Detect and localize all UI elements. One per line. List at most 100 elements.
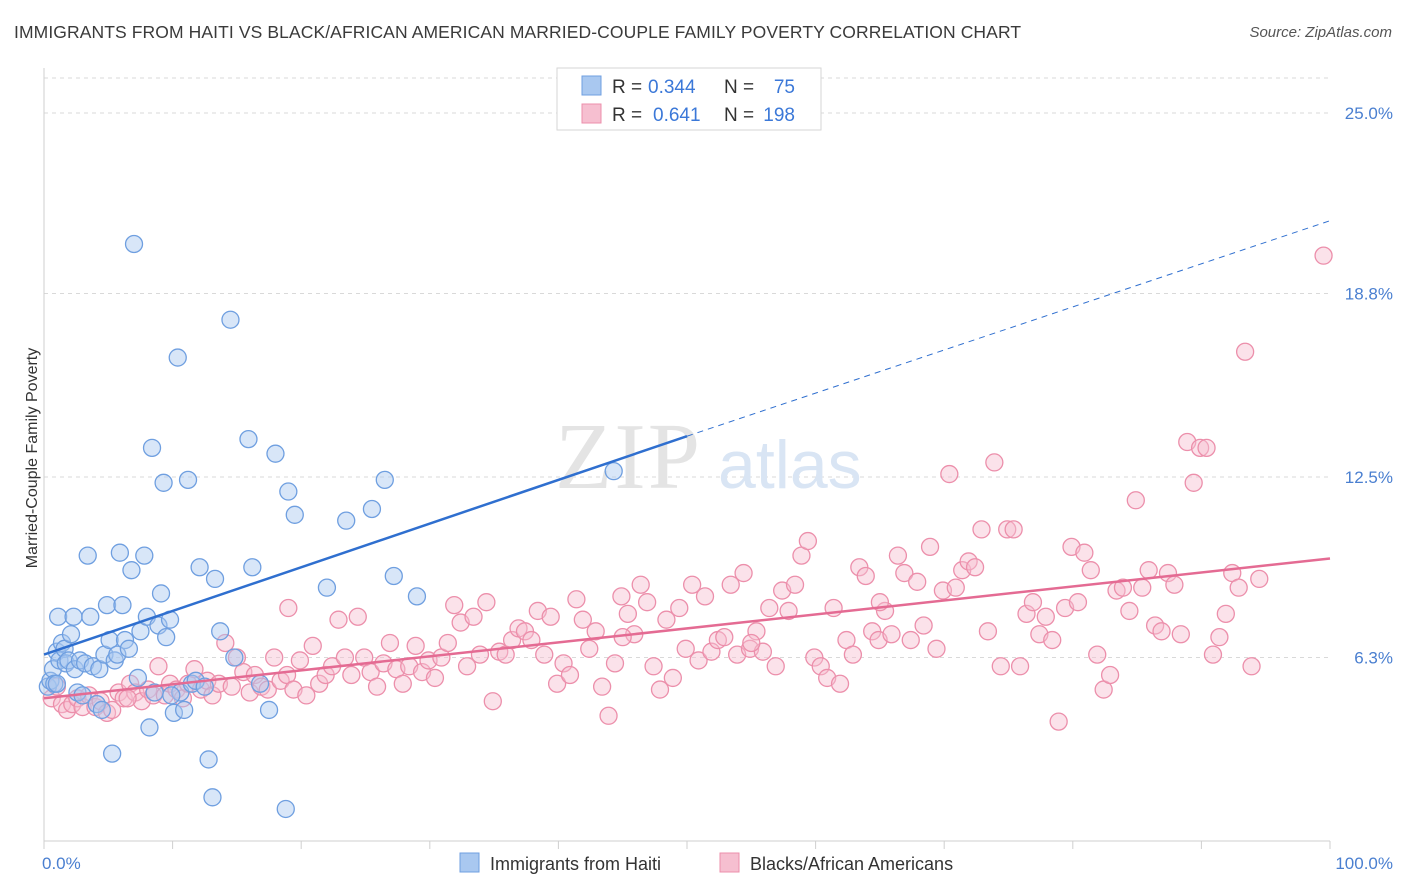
blacks-point-126 (830, 674, 850, 693)
legend-swatch-blue (581, 75, 602, 96)
haiti-point-19 (81, 607, 100, 626)
blacks-point-3 (57, 700, 77, 720)
blacks-point-92 (612, 587, 631, 606)
haiti-point-72 (337, 511, 356, 530)
blacks-point-104 (689, 651, 708, 670)
x-tick-min: 0.0% (42, 854, 81, 873)
blacks-point-90 (599, 706, 618, 725)
blacks-point-65 (438, 633, 457, 653)
blacks-point-189 (1235, 342, 1255, 361)
blacks-point-118 (779, 601, 798, 621)
haiti-point-51 (175, 700, 194, 720)
haiti-point-67 (266, 444, 285, 463)
blacks-point-108 (715, 627, 734, 647)
axes (43, 68, 1331, 849)
legend-r-value-2: 0.641 (653, 105, 701, 126)
blacks-point-193 (118, 689, 137, 708)
blacks-point-194 (279, 598, 298, 618)
blacks-point-168 (1100, 665, 1120, 685)
blacks-point-30 (216, 633, 235, 653)
blacks-point-181 (1184, 473, 1203, 492)
legend-top: R = 0.344 N = 75 R = 0.641 N = 198 (556, 67, 822, 131)
blacks-point-188 (1229, 578, 1248, 597)
chart-source: Source: ZipAtlas.com (1249, 24, 1392, 41)
blacks-point-95 (631, 575, 650, 594)
blacks-point-89 (592, 677, 612, 696)
blacks-point-123 (811, 657, 830, 676)
haiti-point-77 (604, 461, 623, 481)
blacks-point-43 (297, 686, 316, 705)
haiti-point-44 (151, 584, 171, 603)
blacks-point-101 (670, 598, 689, 618)
blacks-point-69 (464, 607, 483, 626)
blacks-point-150 (985, 453, 1004, 472)
haiti-point-65 (250, 674, 270, 693)
haiti-point-68 (279, 482, 298, 501)
blacks-point-166 (1088, 645, 1107, 664)
blacks-point-140 (920, 537, 940, 557)
blacks-point-143 (940, 464, 959, 484)
haiti-point-57 (199, 750, 218, 769)
blacks-point-153 (1004, 520, 1023, 539)
blacks-point-109 (721, 575, 740, 594)
haiti-point-31 (113, 595, 132, 615)
y-axis-label: Married-Couple Family Poverty (24, 348, 41, 569)
blacks-point-99 (657, 610, 676, 629)
legend-bottom-label-blacks: Blacks/African Americans (750, 854, 953, 874)
blacks-point-50 (342, 665, 361, 685)
blacks-point-174 (1139, 561, 1158, 580)
blacks-point-42 (290, 651, 310, 670)
blacks-point-152 (998, 520, 1017, 539)
haiti-point-64 (243, 558, 262, 577)
haiti-point-27 (103, 744, 122, 763)
haiti-point-66 (259, 700, 279, 720)
blacks-point-134 (882, 625, 901, 644)
blacks-point-38 (265, 648, 284, 667)
blacks-point-96 (637, 593, 657, 612)
blacks-point-196 (742, 633, 761, 653)
blacks-point-81 (541, 607, 560, 626)
haiti-trend-dashed (686, 220, 1331, 437)
haiti-point-55 (190, 558, 209, 577)
blacks-point-58 (393, 674, 412, 693)
blacks-point-165 (1081, 561, 1100, 580)
grid-lines (44, 77, 1330, 659)
blacks-point-171 (1120, 601, 1139, 621)
legend-bottom-swatch-blue (459, 852, 480, 873)
haiti-point-21 (87, 694, 106, 714)
haiti-point-48 (164, 703, 184, 723)
blacks-point-179 (1171, 625, 1190, 644)
haiti-point-40 (140, 718, 159, 737)
x-tick-max: 100.0% (1335, 854, 1393, 873)
haiti-point-52 (178, 470, 198, 490)
blacks-point-156 (1023, 593, 1043, 612)
blacks-point-31 (222, 677, 241, 696)
blacks-point-48 (329, 610, 348, 629)
blacks-point-80 (535, 645, 554, 664)
blacks-point-119 (785, 575, 805, 594)
blacks-point-116 (766, 657, 785, 676)
blacks-point-159 (1043, 630, 1062, 650)
haiti-point-74 (375, 470, 394, 490)
blacks-point-88 (586, 622, 605, 641)
y-tick-label-3: 25.0% (1345, 104, 1393, 123)
blacks-point-130 (856, 566, 875, 586)
blacks-point-106 (702, 642, 721, 661)
haiti-point-12 (64, 607, 83, 626)
blacks-point-160 (1049, 712, 1068, 731)
y-tick-label-2: 18.8% (1345, 285, 1393, 304)
watermark-atlas: atlas (718, 427, 862, 503)
blacks-point-155 (1017, 604, 1036, 623)
blacks-point-19 (149, 657, 168, 676)
blacks-point-85 (567, 590, 586, 609)
blacks-point-86 (573, 610, 592, 629)
legend-bottom-swatch-pink (719, 852, 740, 873)
blacks-point-139 (914, 616, 933, 635)
blacks-point-70 (470, 645, 490, 664)
haiti-point-76 (407, 587, 427, 606)
blacks-point-137 (901, 630, 920, 650)
blacks-point-128 (843, 645, 863, 664)
haiti-point-23 (92, 700, 112, 720)
blacks-point-186 (1216, 604, 1235, 623)
